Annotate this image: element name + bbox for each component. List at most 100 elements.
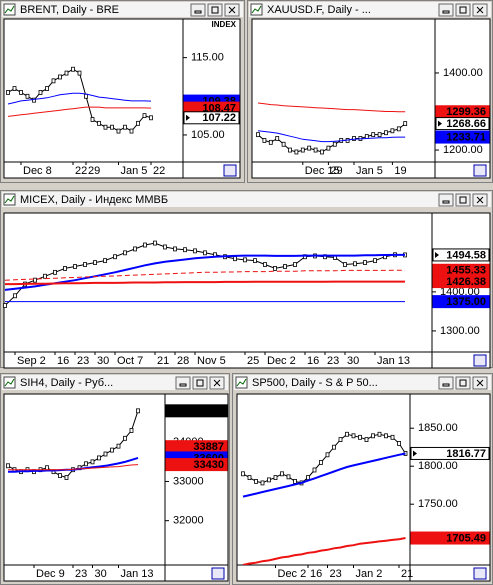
y-tick-label: 1850.00 (418, 422, 458, 434)
candle (243, 257, 247, 263)
price-tag-label: 1299.36 (446, 106, 486, 118)
candle (43, 273, 47, 279)
x-tick-label: 30 (347, 355, 359, 367)
candle (38, 90, 43, 95)
x-tick-label: 23 (75, 568, 87, 580)
x-tick-label: Dec 15 (305, 165, 340, 177)
candle (253, 258, 257, 264)
candle (13, 293, 17, 299)
x-tick-label: 29 (88, 165, 100, 177)
price-tag-label: 1816.77 (446, 448, 486, 460)
candle (280, 471, 284, 477)
window-title: SP500, Daily - S & P 50... (252, 377, 378, 389)
x-tick-label: Nov 5 (197, 355, 226, 367)
candle (110, 447, 114, 453)
window-title: XAUUSD.F, Daily - ... (267, 4, 371, 16)
minimize-button[interactable] (190, 3, 206, 17)
candle (25, 93, 30, 99)
candle (203, 250, 207, 256)
candle (267, 477, 271, 483)
price-tag (435, 130, 490, 144)
price-tag (410, 446, 490, 460)
minimize-button[interactable] (438, 193, 454, 207)
maximize-glyph (459, 6, 467, 14)
candle (71, 66, 75, 72)
x-tick-label: Dec 9 (36, 568, 65, 580)
plot-area (3, 212, 491, 369)
price-tag (165, 458, 228, 472)
price-tag (432, 275, 490, 289)
scroll-button[interactable] (473, 567, 487, 580)
candle (338, 437, 343, 443)
candle (390, 128, 395, 134)
candle (273, 475, 278, 481)
minimize-glyph (442, 383, 450, 387)
y-tick-label: 32000 (173, 515, 204, 527)
moving-average (8, 464, 139, 471)
maximize-button[interactable] (207, 3, 223, 17)
x-tick-label: Sep 2 (17, 355, 46, 367)
minimize-glyph (442, 10, 450, 14)
close-glyph (213, 379, 221, 387)
x-tick-label: Dec 2 (267, 355, 296, 367)
candle (116, 443, 121, 449)
title-bar (2, 375, 228, 390)
candle (45, 465, 49, 471)
scroll-button[interactable] (473, 354, 487, 367)
maximize-glyph (196, 379, 204, 387)
close-glyph (476, 6, 484, 14)
candle (103, 451, 108, 457)
scroll-button[interactable] (473, 164, 487, 177)
y-tick-label: 1800.00 (418, 460, 458, 472)
x-tick-label: 19 (394, 165, 406, 177)
x-tick-label: 23 (327, 355, 339, 367)
candle (247, 475, 252, 481)
candle (377, 431, 382, 437)
close-glyph (476, 379, 484, 387)
candle (136, 120, 140, 126)
scroll-button[interactable] (223, 164, 237, 177)
moving-average (257, 102, 406, 113)
maximize-button[interactable] (455, 193, 471, 207)
x-tick-label: 22 (153, 165, 165, 177)
minimize-button[interactable] (438, 376, 454, 390)
candle (351, 433, 356, 439)
candle (390, 434, 395, 440)
candle (268, 139, 273, 145)
moving-average (7, 92, 152, 105)
candle (6, 463, 10, 469)
price-pointer (186, 114, 190, 121)
maximize-button[interactable] (192, 376, 208, 390)
maximize-button[interactable] (455, 376, 471, 390)
moving-average (4, 269, 405, 281)
candle (262, 138, 267, 143)
minimize-button[interactable] (175, 376, 191, 390)
maximize-button[interactable] (455, 3, 471, 17)
candle (263, 262, 267, 267)
x-tick-label: Jan 13 (377, 355, 410, 367)
candle (294, 149, 299, 155)
window-title: SIH4, Daily - Руб... (20, 377, 113, 389)
candle (129, 128, 134, 134)
candle (373, 258, 377, 264)
candle (12, 86, 17, 91)
title-bar (249, 2, 491, 17)
candle (320, 149, 324, 155)
candle (293, 262, 297, 267)
candle (113, 254, 117, 260)
candle (63, 266, 67, 271)
candle (142, 113, 147, 119)
candle (83, 262, 87, 267)
window-title: BRENT, Daily - BRE (20, 4, 119, 16)
candle (371, 433, 375, 439)
candle (45, 86, 49, 91)
candle (332, 444, 336, 450)
scroll-button[interactable] (211, 567, 225, 580)
candle (84, 461, 88, 467)
candle (397, 440, 401, 446)
y-tick-label: 1750.00 (418, 498, 458, 510)
maximize-glyph (459, 196, 467, 204)
minimize-button[interactable] (438, 3, 454, 17)
price-tag-label: 1494.58 (446, 249, 486, 261)
price-tag-label: 1426.38 (446, 276, 486, 288)
